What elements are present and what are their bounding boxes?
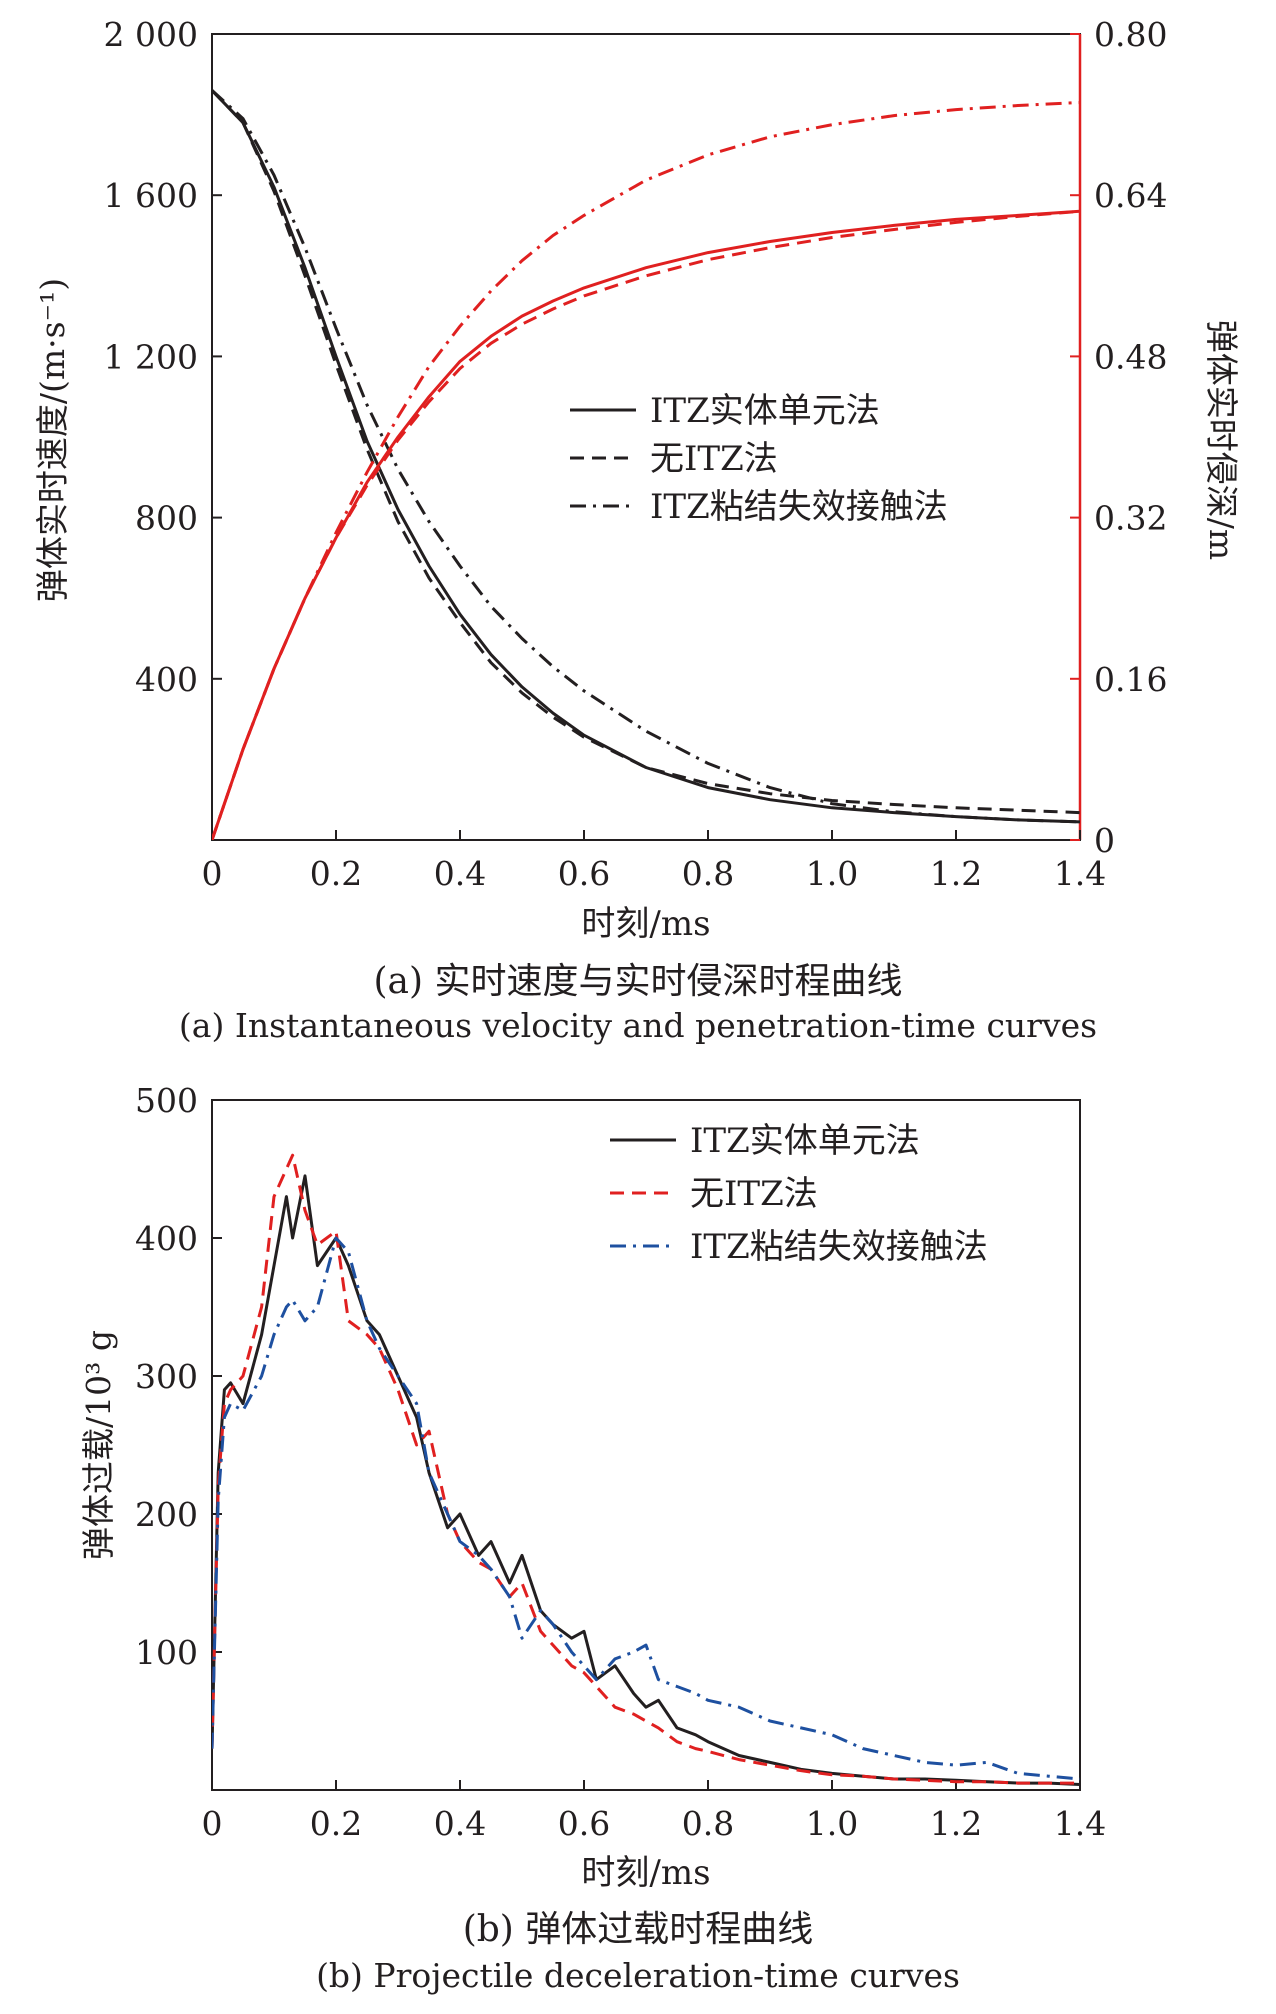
chart-b: 0 0.2 0.4 0.6 0.8 1.0 1.2 1.4 100 200 300 400 500 时… <box>79 1081 1106 1893</box>
chart-b-x-axis-label: 时刻/ms <box>581 1853 710 1893</box>
chart-a-right-y-tick-label: 0.32 <box>1094 499 1167 538</box>
chart-b-y-axis-label: 弹体过载/10³ g <box>79 1330 118 1560</box>
chart-a-series-line <box>212 101 1080 840</box>
chart-a-right-y-tick-label: 0.16 <box>1094 660 1167 699</box>
chart-a-y-axis-label-right: 弹体实时侵深/m <box>1202 320 1241 560</box>
chart-b-plot-frame <box>211 1099 1081 1791</box>
chart-a-plot-frame <box>211 33 1081 841</box>
chart-a-x-tick-label: 0 <box>202 854 223 893</box>
chart-b-series-line <box>212 1174 1080 1786</box>
chart-b-x-tick-label: 0 <box>202 1804 223 1843</box>
chart-a-series-line <box>212 209 1080 840</box>
chart-a-x-axis-label: 时刻/ms <box>581 904 710 944</box>
chart-b-y-tick-label: 400 <box>135 1219 198 1258</box>
chart-b-x-tick-label: 0.8 <box>682 1804 734 1843</box>
chart-a-series-line <box>212 89 1080 815</box>
chart-b-x-tick-label: 0.4 <box>434 1804 486 1843</box>
chart-a-x-tick-label: 1.4 <box>1054 854 1106 893</box>
chart-a-series-line <box>212 89 1080 824</box>
chart-a-y-axis-label-left: 弹体实时速度/(m·s⁻¹) <box>33 278 72 602</box>
chart-a-left-y-tick-label: 1 600 <box>104 176 198 215</box>
chart-a-left-y-tick-label: 1 200 <box>104 337 198 376</box>
chart-a-x-tick-label: 0.8 <box>682 854 734 893</box>
chart-b-x-tick-label: 1.0 <box>806 1804 858 1843</box>
chart-a-series-line <box>212 209 1080 840</box>
chart-a-left-y-tick-label: 800 <box>135 499 198 538</box>
chart-a-legend-label: 无ITZ法 <box>650 439 778 479</box>
caption-b-english: (b) Projectile deceleration-time curves <box>316 1956 960 1995</box>
chart-a-x-tick-label: 1.0 <box>806 854 858 893</box>
caption-a-chinese: (a) 实时速度与实时侵深时程曲线 <box>373 961 903 1002</box>
chart-b-y-tick-label: 100 <box>135 1633 198 1672</box>
chart-b-x-tick-label: 1.4 <box>1054 1804 1106 1843</box>
chart-b-x-tick-label: 0.2 <box>310 1804 362 1843</box>
chart-b-legend-label: 无ITZ法 <box>690 1174 818 1214</box>
chart-b-series-line <box>212 1153 1080 1785</box>
chart-a-left-y-tick-label: 2 000 <box>104 15 198 54</box>
chart-a-legend-label: ITZ实体单元法 <box>650 391 880 431</box>
chart-b-series-line <box>212 1236 1080 1781</box>
chart-b-legend-label: ITZ粘结失效接触法 <box>690 1227 988 1267</box>
chart-a-x-tick-label: 0.6 <box>558 854 610 893</box>
chart-b-x-tick-label: 1.2 <box>930 1804 982 1843</box>
chart-a-right-y-tick-label: 0.48 <box>1094 337 1167 376</box>
caption-a-english: (a) Instantaneous velocity and penetrati… <box>178 1006 1098 1045</box>
chart-b-legend-label: ITZ实体单元法 <box>690 1121 920 1161</box>
chart-a-right-y-tick-label: 0 <box>1094 821 1115 860</box>
chart-b-y-tick-label: 500 <box>135 1081 198 1120</box>
caption-b-chinese: (b) 弹体过载时程曲线 <box>462 1909 814 1950</box>
chart-a-right-y-tick-label: 0.80 <box>1094 15 1167 54</box>
chart-b-x-tick-label: 0.6 <box>558 1804 610 1843</box>
chart-a-right-y-tick-label: 0.64 <box>1094 176 1167 215</box>
chart-b-y-tick-label: 300 <box>135 1357 198 1396</box>
chart-a-x-tick-label: 0.4 <box>434 854 486 893</box>
chart-a-legend-label: ITZ粘结失效接触法 <box>650 487 948 527</box>
chart-a-left-y-tick-label: 400 <box>135 660 198 699</box>
chart-b-y-tick-label: 200 <box>135 1495 198 1534</box>
chart-a-x-tick-label: 0.2 <box>310 854 362 893</box>
chart-a-x-tick-label: 1.2 <box>930 854 982 893</box>
chart-a-series-line <box>212 89 1080 824</box>
chart-a: 0 0.2 0.4 0.6 0.8 1.0 1.2 1.4 400 800 1 200 1 600 2… <box>33 15 1241 944</box>
